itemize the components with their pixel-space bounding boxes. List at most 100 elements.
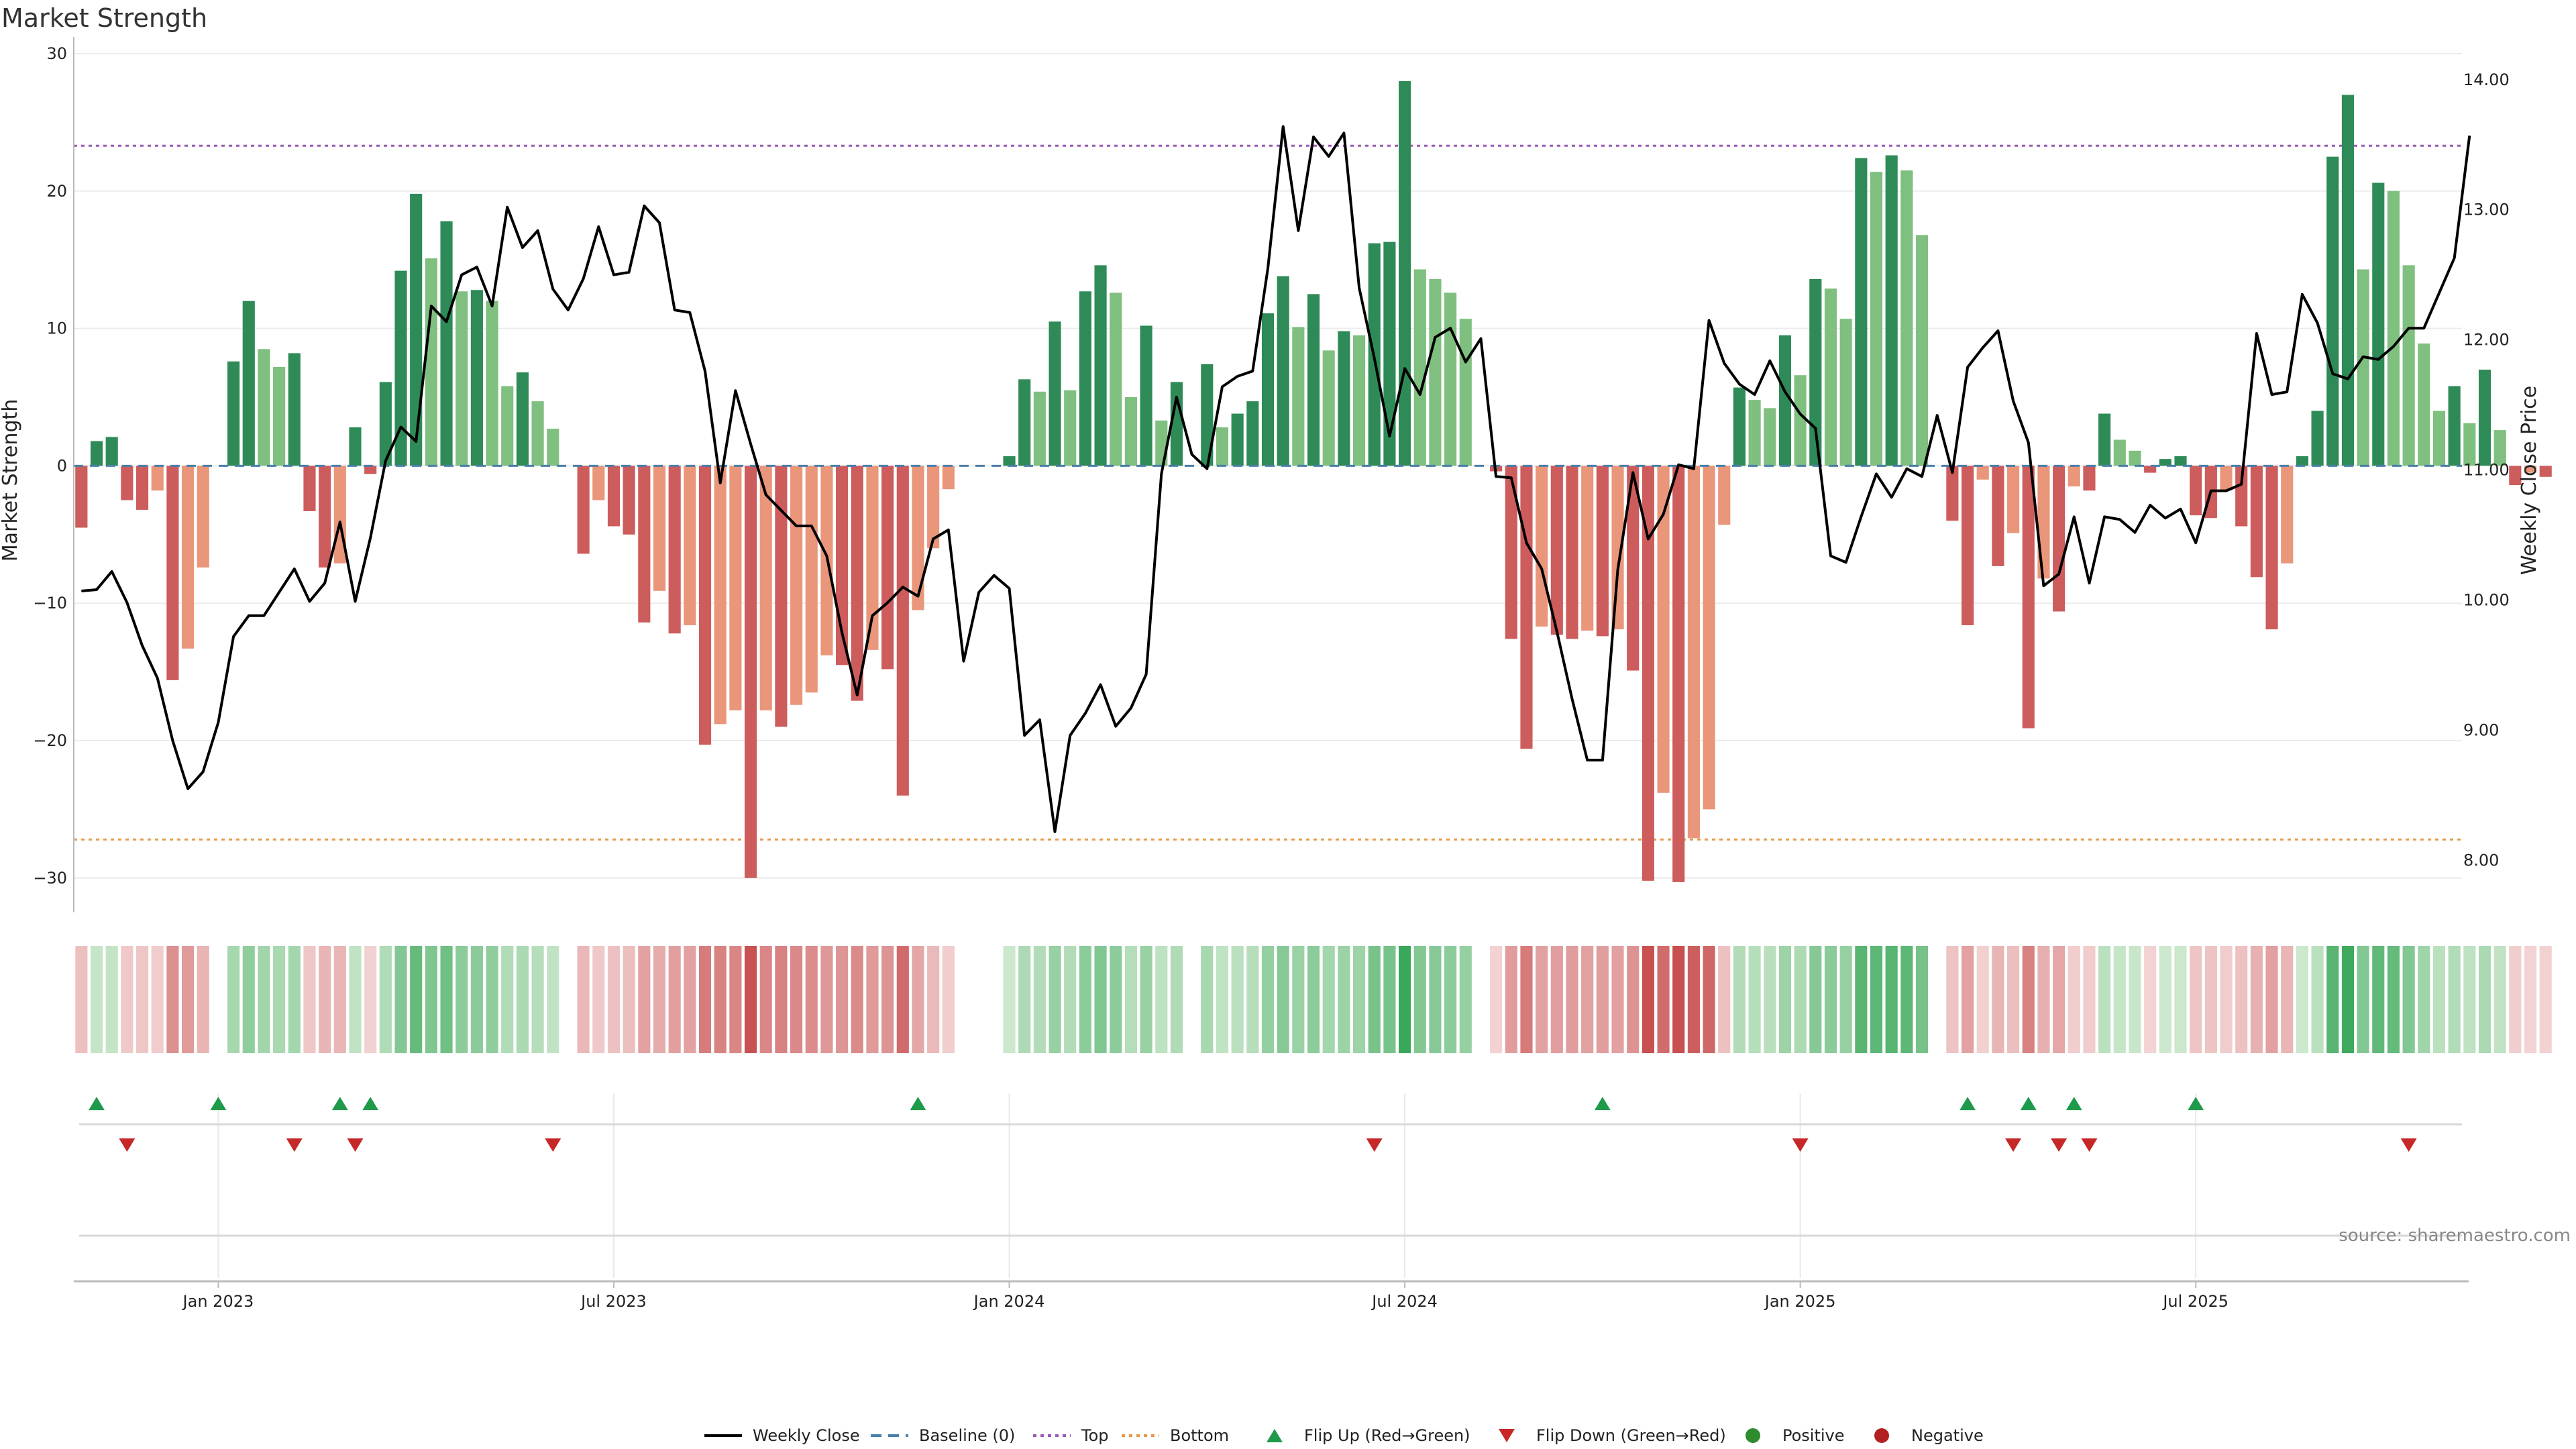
strength-bar: [1399, 80, 1411, 466]
heatmap-cell: [1368, 946, 1381, 1053]
heatmap-cell: [1110, 946, 1122, 1053]
strength-bar: [729, 466, 742, 710]
heatmap-cell: [2524, 946, 2537, 1053]
heatmap-cell: [896, 946, 909, 1053]
flip-down-marker: [286, 1138, 303, 1152]
heatmap-cell: [1338, 946, 1350, 1053]
strength-bar: [2235, 466, 2248, 527]
legend-label: Flip Up (Red→Green): [1304, 1426, 1470, 1445]
heatmap-cell: [227, 946, 240, 1053]
heatmap-cell: [1003, 946, 1016, 1053]
y-tick-label-left: −10: [33, 594, 67, 612]
y-tick-label-left: 20: [46, 182, 67, 201]
strength-bar: [851, 466, 863, 701]
strength-bar: [136, 466, 149, 510]
strength-bar: [2432, 411, 2446, 466]
heatmap-cell: [2174, 946, 2187, 1053]
heatmap-cell: [136, 946, 149, 1053]
flip-markers: [79, 1097, 2462, 1237]
legend-label: Positive: [1782, 1426, 1845, 1445]
flip-up-marker: [1960, 1097, 1976, 1110]
strength-bar: [410, 193, 423, 466]
strength-bar: [1018, 379, 1031, 466]
heatmap-cell: [668, 946, 681, 1053]
heatmap-cell: [516, 946, 529, 1053]
flip-up-marker: [1594, 1097, 1611, 1110]
heatmap-cell: [2098, 946, 2111, 1053]
strength-bar: [440, 221, 453, 466]
heatmap-cell: [1140, 946, 1152, 1053]
strength-bar: [197, 466, 209, 568]
strength-bar: [1003, 456, 1016, 466]
strength-bar: [607, 466, 621, 527]
heatmap-cell: [394, 946, 407, 1053]
heatmap-cell: [258, 946, 270, 1053]
heatmap-cell: [698, 946, 712, 1053]
strength-bar: [486, 301, 498, 466]
strength-bar: [1870, 172, 1883, 466]
strength-bar: [2144, 466, 2157, 473]
strength-bar: [1718, 466, 1731, 525]
heatmap-cell: [2509, 946, 2522, 1053]
heatmap-cell: [1399, 946, 1411, 1053]
strength-bar: [1140, 325, 1152, 466]
heatmap-cell: [881, 946, 894, 1053]
strength-bar: [942, 466, 955, 490]
strength-bar: [698, 466, 712, 745]
heatmap-cell: [775, 946, 788, 1053]
strength-bar: [288, 353, 301, 466]
legend-item: Baseline (0): [871, 1426, 1015, 1445]
heatmap-cell: [1778, 946, 1792, 1053]
heatmap-cell: [638, 946, 651, 1053]
legend-label: Baseline (0): [919, 1426, 1015, 1445]
strength-bar: [501, 386, 514, 466]
heatmap-cell: [440, 946, 453, 1053]
strength-bar: [2311, 411, 2324, 466]
strength-bar: [1764, 408, 1776, 466]
strength-bar: [2083, 466, 2096, 491]
strength-bar: [394, 270, 407, 466]
heatmap-cell: [1794, 946, 1807, 1053]
heatmap-cell: [151, 946, 164, 1053]
heatmap-cell: [486, 946, 498, 1053]
heatmap-cell: [1444, 946, 1457, 1053]
flip-down-marker: [2400, 1138, 2417, 1152]
heatmap-cell: [1672, 946, 1685, 1053]
heatmap-cell: [820, 946, 833, 1053]
y-tick-label-left: −20: [33, 731, 67, 750]
heatmap-cell: [1566, 946, 1578, 1053]
flip-up-marker: [910, 1097, 926, 1110]
heatmap-cell: [1657, 946, 1670, 1053]
heatmap-cell: [288, 946, 301, 1053]
heatmap-cell: [2129, 946, 2141, 1053]
heatmap-cell: [379, 946, 392, 1053]
heatmap-cell: [2463, 946, 2476, 1053]
heatmap-cell: [2326, 946, 2339, 1053]
flip-down-marker: [2081, 1138, 2098, 1152]
heatmap-cell: [2083, 946, 2096, 1053]
heatmap-cell: [364, 946, 377, 1053]
strength-bar: [1976, 466, 1989, 480]
heatmap-cell: [2159, 946, 2171, 1053]
heatmap-cell: [2341, 946, 2355, 1053]
heatmap-cell: [1033, 946, 1046, 1053]
flip-down-marker: [1792, 1138, 1809, 1152]
strength-bar: [668, 466, 681, 634]
x-tick-label: Jan 2024: [973, 1292, 1045, 1311]
heatmap-cell: [166, 946, 179, 1053]
strength-bar: [105, 437, 118, 466]
strength-bar: [653, 466, 666, 591]
heatmap-cell: [1201, 946, 1214, 1053]
strength-bar: [2402, 265, 2415, 466]
legend-item: Weekly Close: [704, 1426, 860, 1445]
y-tick-label-right: 12.00: [2463, 331, 2510, 350]
heatmap-cell: [1155, 946, 1168, 1053]
strength-bar: [1520, 466, 1533, 749]
heatmap-cell: [2220, 946, 2233, 1053]
heatmap-cell: [455, 946, 468, 1053]
x-tick-label: Jan 2025: [1764, 1292, 1836, 1311]
legend-item: Flip Down (Green→Red): [1499, 1426, 1726, 1445]
heatmap-cell: [531, 946, 544, 1053]
strength-bar: [2068, 466, 2080, 487]
strength-bar: [592, 466, 605, 500]
